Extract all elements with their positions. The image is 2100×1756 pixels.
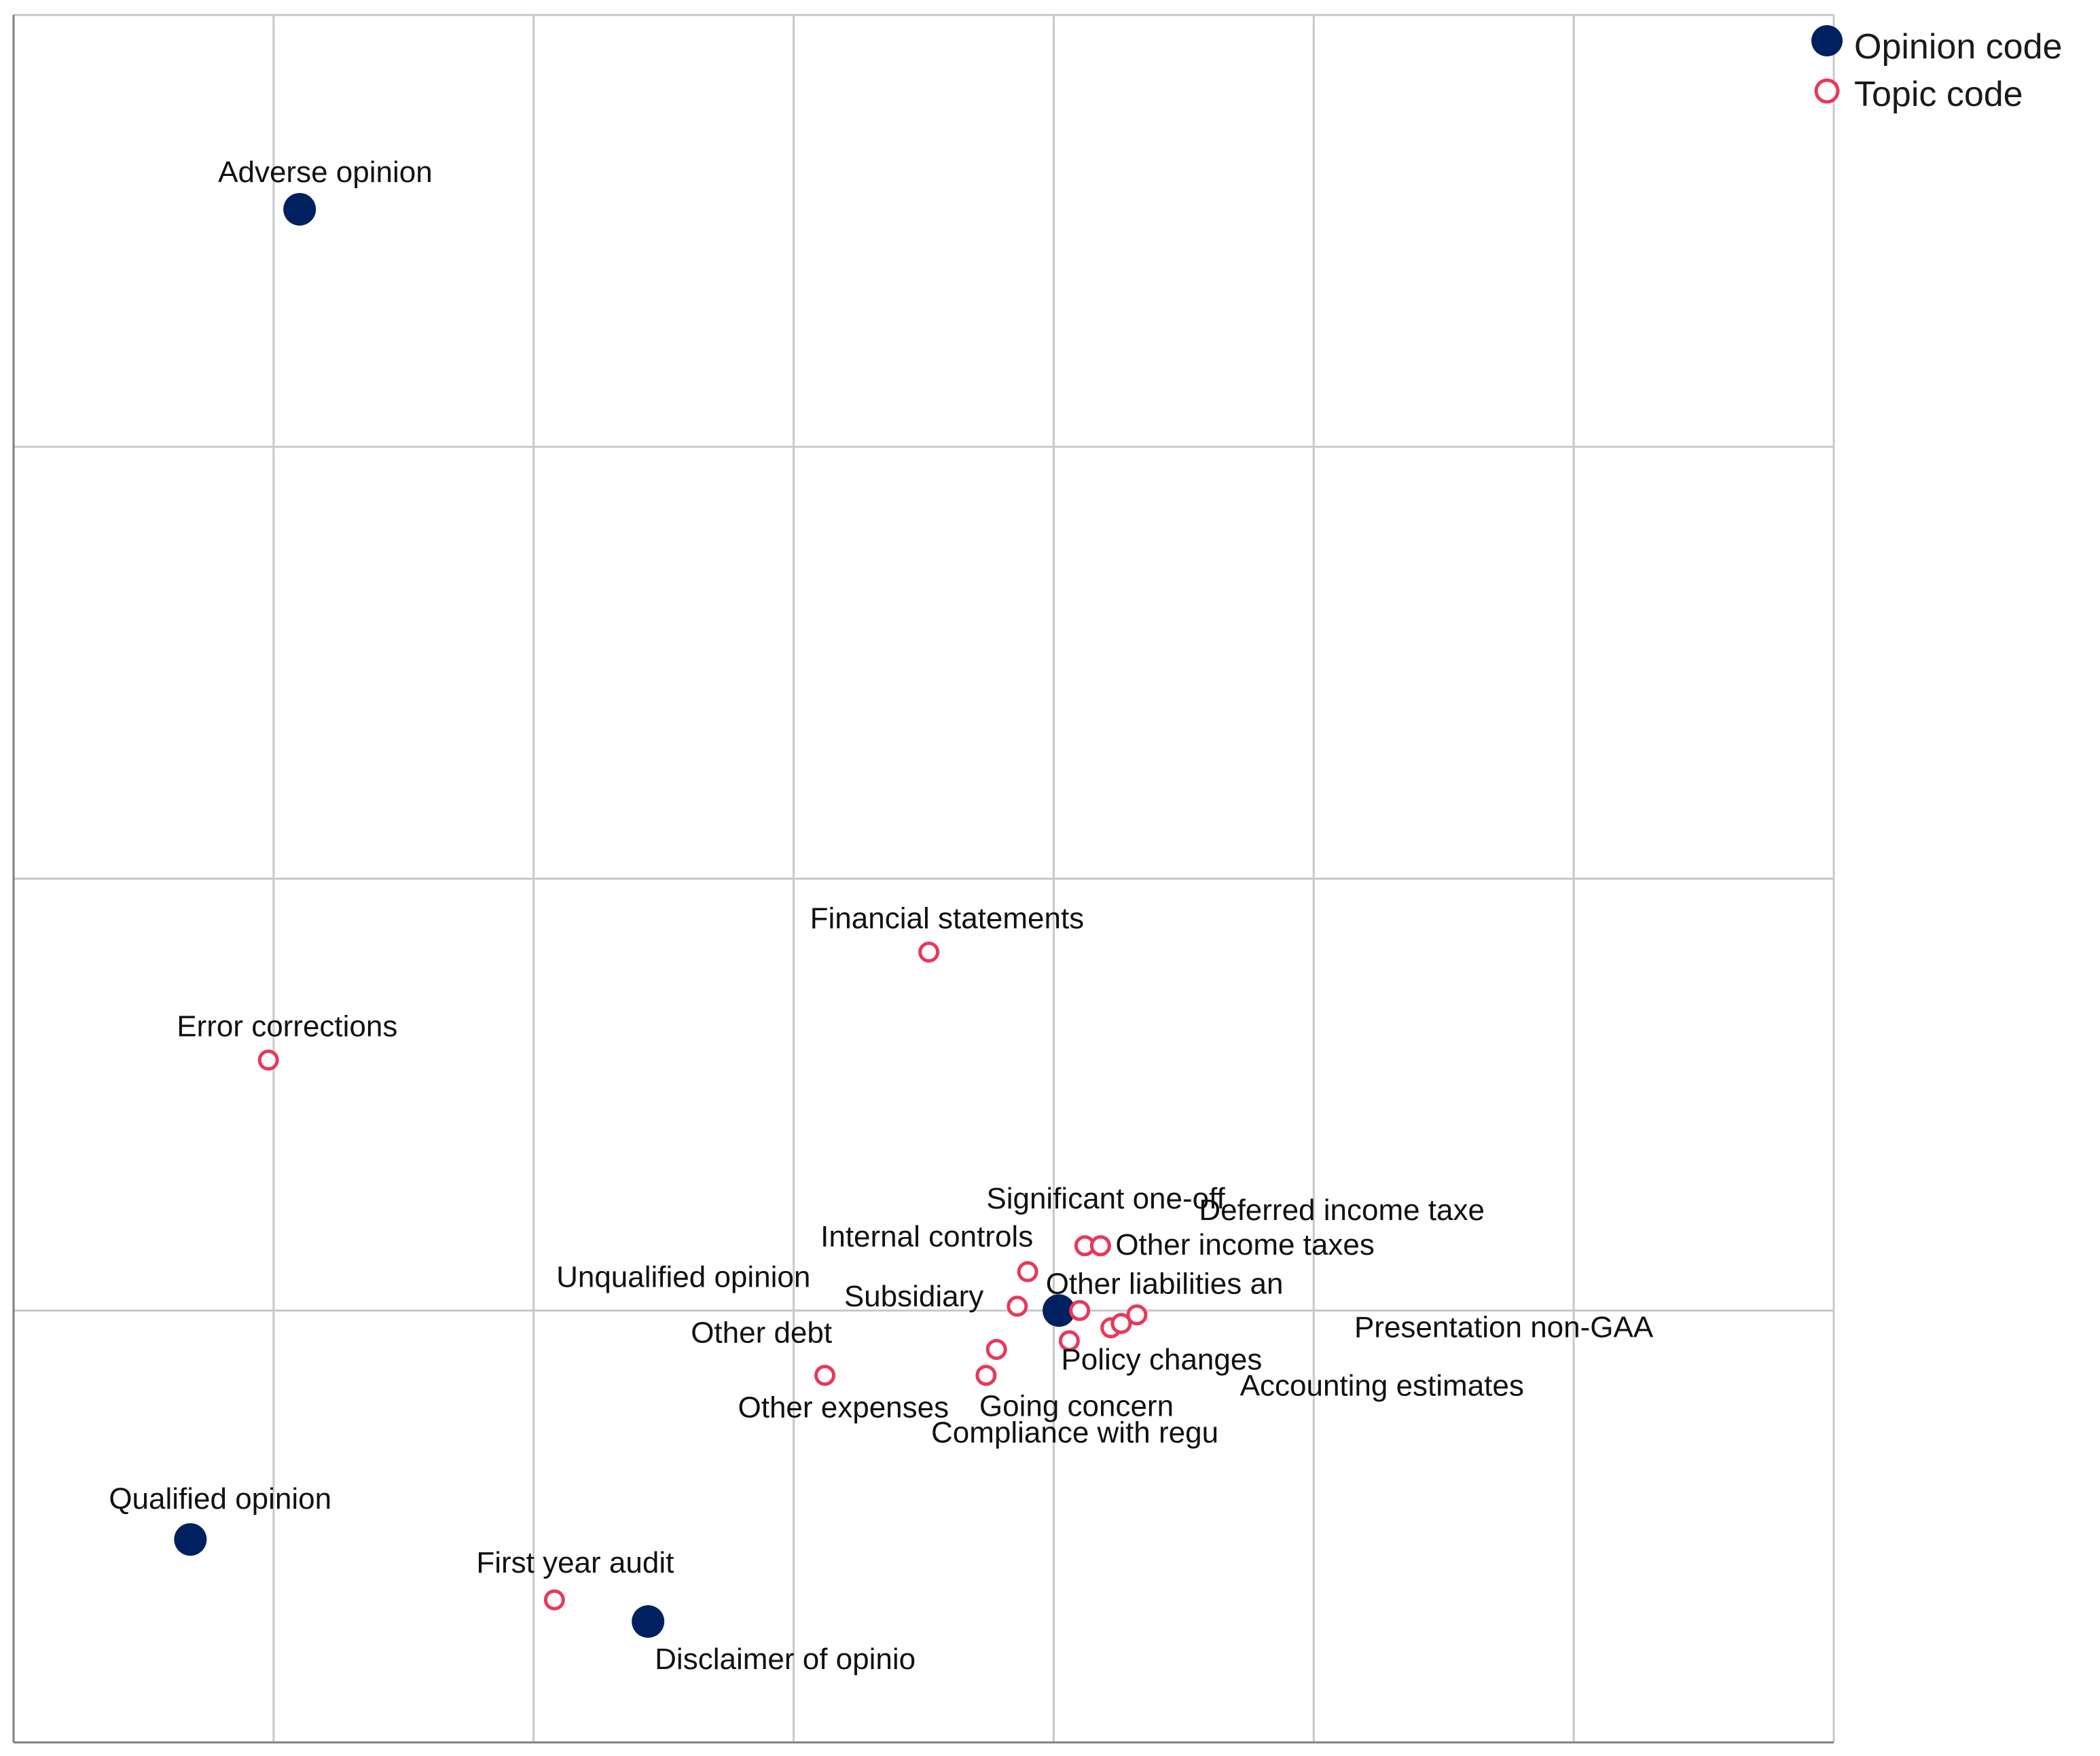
topic-point-going-concern <box>975 1365 997 1386</box>
point-label-policy-changes: Policy changes <box>1061 1343 1262 1376</box>
point-label-accounting-estimates: Accounting estimates <box>1240 1369 1524 1403</box>
point-label-presentation-non-gaa: Presentation non-GAA <box>1354 1311 1654 1344</box>
point-label-going-concern: Going concern <box>979 1390 1174 1423</box>
legend-topic-label: Topic code <box>1854 75 2023 114</box>
topic-point-policy-changes <box>1058 1330 1080 1352</box>
point-label-other-debt: Other debt <box>691 1316 832 1349</box>
topic-point-other-expenses <box>814 1365 836 1386</box>
point-label-disclaimer-of-opinio: Disclaimer of opinio <box>655 1643 916 1676</box>
legend-topic-marker <box>1814 78 1840 104</box>
point-label-other-liabilities-an: Other liabilities an <box>1046 1267 1284 1300</box>
legend-opinion-marker <box>1811 25 1843 56</box>
topic-point-other-income-taxes <box>1089 1235 1111 1257</box>
gridlines <box>14 14 1835 1742</box>
point-label-significant-one-off: Significant one-off <box>986 1182 1225 1215</box>
point-label-subsidiary: Subsidiary <box>844 1280 983 1313</box>
point-label-deferred-income-taxe: Deferred income taxe <box>1199 1194 1485 1227</box>
point-label-error-corrections: Error corrections <box>177 1010 397 1043</box>
topic-point-error-corrections <box>257 1050 279 1071</box>
topic-point-internal-controls <box>1017 1261 1038 1283</box>
legend-opinion-label: Opinion code <box>1854 27 2062 67</box>
point-label-adverse-opinion: Adverse opinion <box>218 156 433 189</box>
topic-point-subsidiary <box>1007 1295 1028 1317</box>
point-label-first-year-audit: First year audit <box>476 1546 674 1579</box>
point-label-internal-controls: Internal controls <box>820 1220 1033 1253</box>
opinion-point-disclaimer-of-opinio <box>632 1605 665 1638</box>
topic-point-first-year-audit <box>543 1589 565 1611</box>
axes <box>12 15 1834 1744</box>
point-label-other-income-taxes: Other income taxes <box>1115 1228 1375 1261</box>
legend: Opinion code Topic code <box>1811 25 2062 114</box>
point-label-other-expenses: Other expenses <box>738 1391 949 1424</box>
topic-point-financial-statements <box>918 942 940 963</box>
topic-point-compliance-with-regu <box>1110 1312 1132 1334</box>
opinion-point-adverse-opinion <box>283 193 316 226</box>
point-label-compliance-with-regu: Compliance with regu <box>931 1416 1218 1449</box>
opinion-point-qualified-opinion <box>174 1523 207 1556</box>
topic-point-other-debt <box>985 1338 1007 1360</box>
topic-point-other-liabilities-an <box>1069 1300 1091 1321</box>
point-label-unqualified-opinion: Unqualified opinion <box>556 1260 810 1293</box>
data-points <box>174 193 1148 1638</box>
point-label-financial-statements: Financial statements <box>810 902 1085 935</box>
point-label-qualified-opinion: Qualified opinion <box>109 1482 331 1516</box>
topic-point-presentation-non-gaa <box>1126 1304 1148 1326</box>
opinion-point-unqualified-opinion <box>1043 1294 1076 1327</box>
point-labels: Adverse opinion Unqualified opinion Qualif… <box>109 156 1654 1676</box>
